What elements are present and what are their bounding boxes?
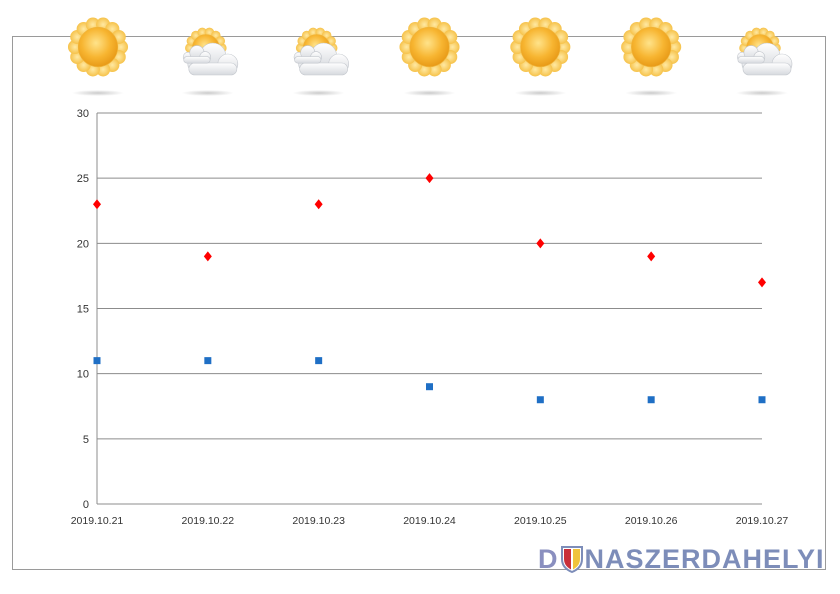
sun-behind-cloud-icon <box>292 27 349 96</box>
logo-emblem-icon <box>560 546 583 573</box>
series-0-point <box>425 173 434 184</box>
y-tick-label: 10 <box>77 369 89 381</box>
site-logo: D NASZERDAHELYI <box>538 542 825 576</box>
sun-behind-cloud-icon <box>181 27 239 96</box>
series-1-point <box>93 357 101 365</box>
x-tick-label: 2019.10.25 <box>514 515 567 527</box>
series-0-point <box>314 199 323 210</box>
series-1-point <box>647 396 655 404</box>
x-tick-label: 2019.10.24 <box>403 515 456 527</box>
series-0-point <box>93 199 101 210</box>
series-1-point <box>426 383 433 391</box>
series-1-point <box>758 396 766 404</box>
sun-icon <box>67 17 129 96</box>
series-1-point <box>315 357 323 365</box>
chart-frame <box>12 36 826 570</box>
y-tick-label: 15 <box>77 304 89 316</box>
x-tick-label: 2019.10.27 <box>736 515 789 527</box>
logo-text-end: NASZERDAHELYI <box>584 543 825 574</box>
series-0-point <box>203 251 212 262</box>
series-0-point <box>758 277 766 288</box>
y-tick-label: 5 <box>83 434 89 446</box>
cloud-shape <box>737 45 766 64</box>
y-tick-label: 30 <box>77 108 89 120</box>
x-tick-label: 2019.10.23 <box>292 515 345 527</box>
y-tick-label: 25 <box>77 173 89 185</box>
sun-icon <box>510 17 571 96</box>
y-tick-label: 0 <box>83 499 89 511</box>
series-0-point <box>536 238 545 249</box>
cloud-shape <box>293 45 322 64</box>
series-0-point <box>647 251 656 262</box>
cloud-shape <box>182 45 211 64</box>
series-1-point <box>536 396 544 404</box>
sun-rays <box>510 17 571 77</box>
x-tick-label: 2019.10.26 <box>625 515 678 527</box>
x-tick-label: 2019.10.22 <box>182 515 235 527</box>
x-tick-label: 2019.10.21 <box>71 515 124 527</box>
logo-text-start: D <box>538 543 559 574</box>
sun-behind-cloud-icon <box>736 27 793 96</box>
series-1-point <box>204 357 212 365</box>
sun-icon <box>399 17 460 96</box>
y-tick-label: 20 <box>77 238 89 250</box>
sun-icon <box>621 17 682 96</box>
